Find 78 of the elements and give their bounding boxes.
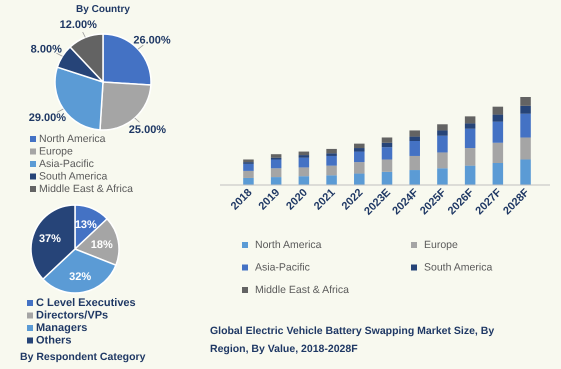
legend-label: South America: [39, 170, 108, 182]
legend-label: C Level Executives: [36, 297, 136, 309]
legend-label: Directors/VPs: [36, 310, 108, 322]
bar: [243, 164, 254, 171]
bar: [464, 148, 476, 166]
bar: [492, 106, 504, 115]
legend-label: North America: [39, 133, 106, 145]
bar: [409, 156, 420, 170]
bar: [354, 144, 365, 148]
bar: [464, 116, 476, 124]
bar: [382, 137, 392, 143]
chart-title: By Country: [76, 4, 130, 15]
bar: [354, 162, 365, 174]
bar: [326, 175, 337, 185]
bar: [492, 142, 504, 163]
data-label: 18%: [90, 238, 114, 251]
data-label: 8.00%: [30, 44, 62, 56]
bar: [492, 163, 504, 185]
bar: [270, 177, 282, 185]
bar: [382, 142, 392, 148]
bar: [382, 147, 392, 160]
bar: [354, 174, 365, 185]
bar: [520, 114, 531, 138]
data-label: 12.00%: [60, 18, 98, 31]
data-label: 32%: [69, 270, 92, 283]
bar: [270, 159, 282, 168]
bar: [520, 137, 531, 160]
bar: [243, 170, 254, 178]
legend-label: Europe: [39, 146, 74, 158]
bar: [409, 170, 420, 185]
bar: [298, 176, 310, 185]
bar: [437, 136, 448, 152]
bar: [298, 158, 310, 168]
legend-label: Asia-Pacific: [255, 262, 310, 274]
data-label: 37%: [38, 233, 62, 246]
bar: [243, 159, 254, 162]
bar: [354, 152, 365, 162]
bar: [492, 122, 504, 143]
bar: [464, 166, 476, 185]
bar: [326, 156, 337, 166]
bar: [492, 114, 504, 122]
bar: [298, 152, 310, 156]
text: Global Electric Vehicle Battery Swapping Market Size, By Region, By Value, 2018-2028F: [210, 325, 494, 355]
bar: [243, 178, 254, 185]
bar: [409, 136, 420, 141]
bar: [464, 128, 476, 148]
bar: [298, 167, 310, 176]
bar: [437, 168, 448, 185]
bar: [354, 148, 365, 152]
legend-label: Europe: [424, 239, 458, 251]
bar: [520, 97, 531, 106]
legend-label: Middle East & Africa: [39, 183, 134, 195]
bar: [409, 130, 420, 137]
legend-label: North America: [255, 239, 322, 251]
bar: [520, 159, 531, 185]
bar: [382, 172, 392, 185]
data-label: 25.00%: [128, 124, 166, 136]
bar: [437, 152, 448, 168]
legend-label: Others: [36, 334, 72, 346]
bar: [464, 123, 476, 129]
bar: [326, 166, 337, 176]
data-label: 29.00%: [28, 112, 66, 124]
bar: [409, 141, 420, 156]
text: By Respondent Category: [20, 351, 146, 363]
bar: [270, 168, 282, 178]
bar: [520, 106, 531, 114]
bar: [270, 154, 282, 158]
legend-label: Asia-Pacific: [39, 158, 94, 170]
bar: [298, 155, 310, 158]
data-label: 26.00%: [133, 34, 171, 46]
legend-label: Managers: [36, 322, 88, 334]
legend-label: Middle East & Africa: [255, 284, 350, 296]
bar: [326, 148, 337, 154]
bar: [437, 124, 448, 130]
legend-label: South America: [424, 262, 492, 274]
bar: [382, 159, 392, 172]
bar: [326, 153, 337, 156]
bar: [437, 130, 448, 136]
